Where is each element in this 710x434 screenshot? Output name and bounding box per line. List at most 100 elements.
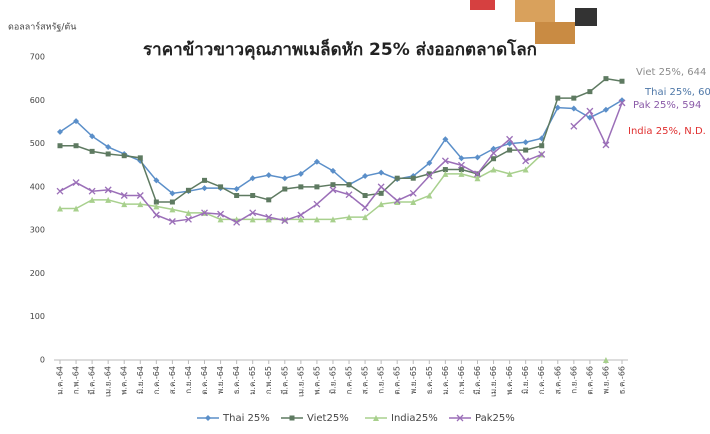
marker xyxy=(442,167,448,173)
marker xyxy=(217,216,224,223)
marker xyxy=(202,177,208,183)
annotation: Pak 25%, 594 xyxy=(633,100,701,111)
marker xyxy=(330,182,336,188)
marker xyxy=(233,218,241,226)
marker xyxy=(168,218,176,225)
marker xyxy=(602,141,610,149)
series-line xyxy=(60,77,623,203)
marker xyxy=(104,186,112,194)
marker xyxy=(474,170,481,178)
marker xyxy=(313,216,320,223)
marker xyxy=(490,145,497,152)
marker xyxy=(73,143,79,149)
marker xyxy=(289,415,295,421)
annotation: India 25%, N.D. xyxy=(628,126,706,137)
marker xyxy=(377,183,385,191)
marker xyxy=(298,184,304,190)
x-tick-label: พ.ย.-65 xyxy=(409,366,418,394)
marker xyxy=(265,216,272,223)
marker xyxy=(281,217,289,225)
x-tick-label: เม.ย.-66 xyxy=(489,366,498,397)
marker xyxy=(394,199,401,206)
x-tick-label: มี.ค.-65 xyxy=(280,366,289,395)
marker xyxy=(57,128,63,135)
marker xyxy=(105,151,111,157)
y-tick-label: 600 xyxy=(30,96,45,105)
x-tick-label: ต.ค.-65 xyxy=(393,366,402,395)
marker xyxy=(474,154,481,161)
marker xyxy=(570,105,577,112)
x-tick-label: พ.ค.-64 xyxy=(120,366,129,395)
marker xyxy=(378,190,384,196)
annotation: Thai 25%, 600 xyxy=(644,87,710,98)
marker xyxy=(345,191,353,199)
x-tick-label: ม.ค.-65 xyxy=(248,366,257,395)
x-tick-label: มี.ค.-64 xyxy=(88,366,97,395)
marker xyxy=(249,209,257,217)
marker xyxy=(507,147,513,153)
marker xyxy=(346,182,352,188)
x-tick-label: พ.ค.-66 xyxy=(505,366,514,395)
marker xyxy=(89,196,96,203)
x-tick-label: ก.ค.-65 xyxy=(345,366,354,394)
x-tick-label: ก.พ.-66 xyxy=(457,366,466,394)
marker xyxy=(137,201,144,208)
marker xyxy=(522,157,530,165)
marker xyxy=(169,199,175,205)
marker xyxy=(153,177,160,184)
x-tick-label: ต.ค.-64 xyxy=(200,366,209,395)
marker xyxy=(297,170,304,177)
marker xyxy=(442,136,449,143)
x-tick-label: ส.ค.-66 xyxy=(553,366,562,394)
x-tick-label: ก.ย.-65 xyxy=(377,366,386,394)
marker xyxy=(555,95,561,101)
x-tick-label: ม.ค.-66 xyxy=(441,366,450,395)
marker xyxy=(313,158,320,165)
marker xyxy=(201,209,208,217)
marker xyxy=(474,175,481,182)
marker xyxy=(57,143,63,149)
marker xyxy=(153,203,160,210)
marker xyxy=(442,170,449,177)
series-line xyxy=(59,99,623,195)
marker xyxy=(602,357,609,363)
marker xyxy=(361,204,369,212)
marker xyxy=(539,143,545,149)
marker xyxy=(490,149,498,157)
marker xyxy=(121,201,128,208)
y-tick-label: 500 xyxy=(30,139,45,148)
marker xyxy=(282,186,288,192)
marker xyxy=(314,184,320,190)
legend-label: Thai 25% xyxy=(222,413,270,424)
marker xyxy=(281,175,288,182)
marker xyxy=(378,169,385,176)
marker xyxy=(73,205,80,212)
marker xyxy=(73,118,80,125)
marker xyxy=(619,78,625,84)
marker xyxy=(329,216,336,223)
marker xyxy=(233,186,240,193)
marker xyxy=(456,414,464,422)
chart-title: ราคาข้าวขาวคุณภาพเมล็ดหัก 25% ส่งออกตลาด… xyxy=(143,37,537,60)
marker xyxy=(362,173,369,180)
marker xyxy=(618,99,626,107)
y-tick-label: 700 xyxy=(30,53,45,62)
marker xyxy=(265,213,273,221)
x-tick-label: พ.ค.-65 xyxy=(312,366,321,395)
marker xyxy=(169,190,176,197)
x-tick-label: ก.พ.-65 xyxy=(264,366,273,394)
marker xyxy=(410,199,417,206)
marker xyxy=(393,197,401,205)
marker xyxy=(234,193,240,199)
marker xyxy=(89,148,95,154)
marker xyxy=(249,216,256,223)
x-tick-label: ธ.ค.-65 xyxy=(425,366,434,394)
x-tick-label: ธ.ค.-64 xyxy=(232,366,241,394)
marker xyxy=(120,192,128,199)
marker xyxy=(441,157,449,165)
marker xyxy=(506,135,514,143)
legend-label: Pak25% xyxy=(475,413,515,424)
marker xyxy=(426,192,433,199)
marker xyxy=(329,167,336,174)
